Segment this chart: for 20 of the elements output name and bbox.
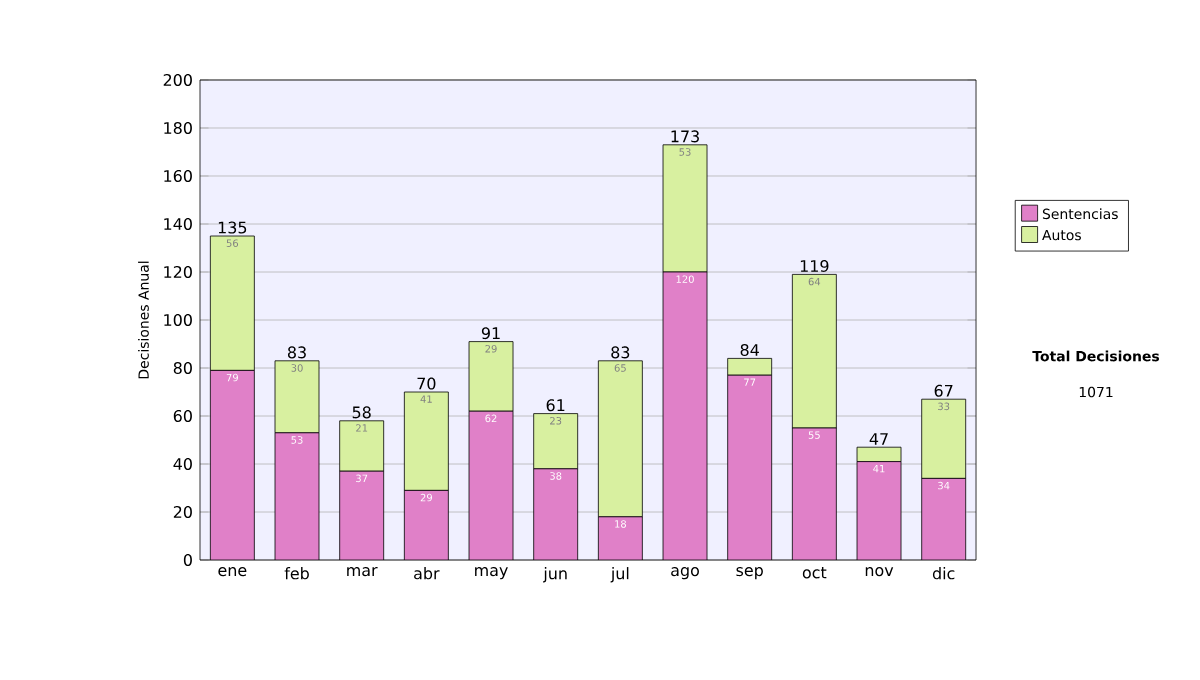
bar: [856, 446, 902, 462]
bar: [403, 391, 449, 491]
bar: [597, 360, 643, 518]
bar: [469, 411, 514, 560]
bar: [468, 341, 514, 412]
bar: [275, 432, 320, 560]
bar: [598, 516, 643, 560]
bar: [274, 360, 320, 434]
bar: [339, 420, 385, 472]
bar: [404, 490, 449, 560]
bar: [727, 375, 772, 560]
bar: [210, 370, 255, 560]
bar: [792, 428, 837, 560]
bar: [921, 478, 967, 560]
bar: [339, 471, 384, 560]
bar: [533, 413, 579, 470]
bar: [857, 461, 902, 560]
bar: [663, 272, 708, 560]
bar: [533, 468, 578, 560]
bar: [727, 358, 773, 376]
